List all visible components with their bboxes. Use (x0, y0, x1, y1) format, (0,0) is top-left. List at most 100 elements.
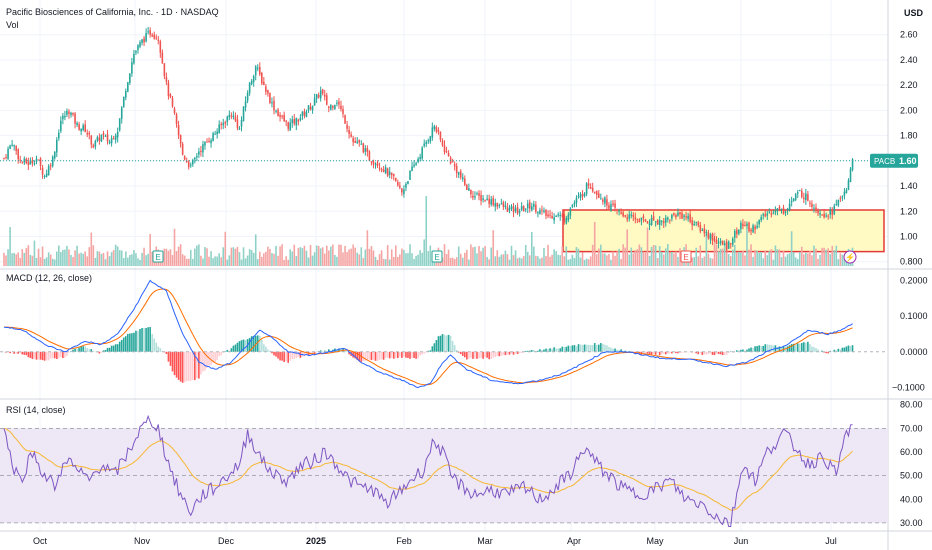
candle-body (147, 31, 149, 33)
macd-histogram-bar (695, 351, 698, 354)
candle-body (202, 144, 204, 153)
macd-histogram-bar (171, 351, 174, 372)
macd-histogram-bar (437, 336, 440, 352)
candle-body (11, 144, 13, 146)
time-tick-label: Mar (477, 536, 493, 546)
volume-bar (813, 245, 815, 266)
candle-body (125, 91, 127, 98)
macd-histogram-bar (447, 334, 450, 352)
macd-histogram-bar (206, 351, 208, 368)
macd-histogram-bar (348, 351, 350, 355)
macd-histogram-bar (583, 344, 586, 352)
macd-histogram-bar (516, 351, 519, 354)
candle-body (835, 204, 838, 206)
candle-body (252, 76, 255, 82)
earnings-marker-icon[interactable] (152, 250, 164, 263)
volume-bar (677, 256, 679, 266)
candle-body (392, 173, 395, 177)
macd-histogram-bar (547, 348, 549, 352)
macd-histogram-bar (524, 350, 527, 352)
macd-histogram-bar (618, 349, 620, 352)
volume-bar (352, 244, 354, 266)
volume-bar (177, 246, 180, 266)
volume-bar (549, 256, 551, 266)
earnings-marker-icon[interactable] (680, 250, 692, 263)
earnings-marker-label[interactable]: E (683, 253, 688, 262)
macd-histogram-bar (841, 347, 844, 352)
macd-histogram-bar (92, 350, 95, 352)
volume-bar (575, 247, 578, 266)
price-tag[interactable]: PACB 1.60 (870, 153, 918, 168)
macd-histogram-bar (449, 335, 452, 352)
macd-histogram-bar (82, 346, 84, 352)
candle-body (790, 200, 793, 203)
volume-bar (531, 231, 533, 266)
candle-body (325, 95, 328, 105)
volume-bar (608, 253, 610, 266)
candle-body (811, 203, 813, 207)
candle-body (447, 152, 450, 157)
candle-body (662, 221, 665, 224)
macd-histogram-bar (45, 351, 48, 361)
volume-label: Vol (6, 20, 19, 30)
macd-histogram-bar (80, 346, 82, 352)
earnings-marker-icon[interactable] (431, 250, 443, 263)
volume-bar (468, 259, 470, 266)
volume-bar (194, 248, 196, 266)
volume-bar (116, 246, 119, 266)
macd-histogram-bar (240, 340, 243, 352)
macd-histogram-bar (466, 351, 468, 360)
macd-histogram-bar (202, 351, 204, 372)
candle-body (425, 141, 428, 144)
candle-body (721, 240, 724, 245)
candle-body (703, 228, 706, 234)
macd-histogram-bar (70, 351, 72, 352)
volume-bar (84, 251, 86, 266)
volume-bar (833, 250, 836, 266)
candle-body (646, 221, 649, 224)
macd-histogram-bar (297, 351, 300, 357)
macd-histogram-bar (662, 351, 665, 354)
currency-label[interactable]: USD (904, 8, 924, 18)
candle-body (98, 137, 101, 141)
candle-body (843, 191, 846, 196)
candle-body (713, 239, 716, 241)
dividend-lightning-icon[interactable] (843, 250, 857, 264)
candle-body (461, 177, 464, 180)
macd-histogram-bar (127, 333, 129, 352)
macd-histogram-bar (563, 347, 566, 352)
macd-histogram-bar (646, 351, 649, 354)
volume-bar (90, 232, 93, 266)
candle-body (654, 221, 657, 223)
candle-body (153, 34, 156, 39)
candle-body (634, 217, 637, 220)
candle-body (299, 117, 302, 121)
volume-bar (624, 247, 626, 266)
earnings-marker-label[interactable]: E (155, 253, 160, 262)
macd-histogram-bar (807, 341, 809, 352)
volume-bar (567, 259, 570, 266)
macd-histogram-bar (271, 351, 273, 354)
earnings-marker-label[interactable]: E (434, 253, 439, 262)
volume-bar (829, 254, 832, 266)
macd-histogram-bar (328, 349, 330, 352)
candle-body (851, 159, 854, 170)
candle-body (742, 223, 744, 227)
volume-bar (443, 244, 446, 266)
macd-histogram-bar (413, 351, 415, 358)
candle-body (831, 208, 834, 215)
volume-bar (502, 254, 505, 266)
volume-bar (721, 248, 724, 266)
candle-body (849, 168, 852, 183)
candle-body (719, 241, 722, 243)
candle-body (222, 122, 225, 126)
candle-body (145, 33, 147, 42)
candle-body (817, 210, 819, 214)
volume-bar (376, 259, 379, 266)
candle-body (669, 219, 671, 221)
candle-body (571, 204, 574, 207)
macd-histogram-bar (3, 351, 5, 353)
volume-bar (388, 259, 391, 266)
